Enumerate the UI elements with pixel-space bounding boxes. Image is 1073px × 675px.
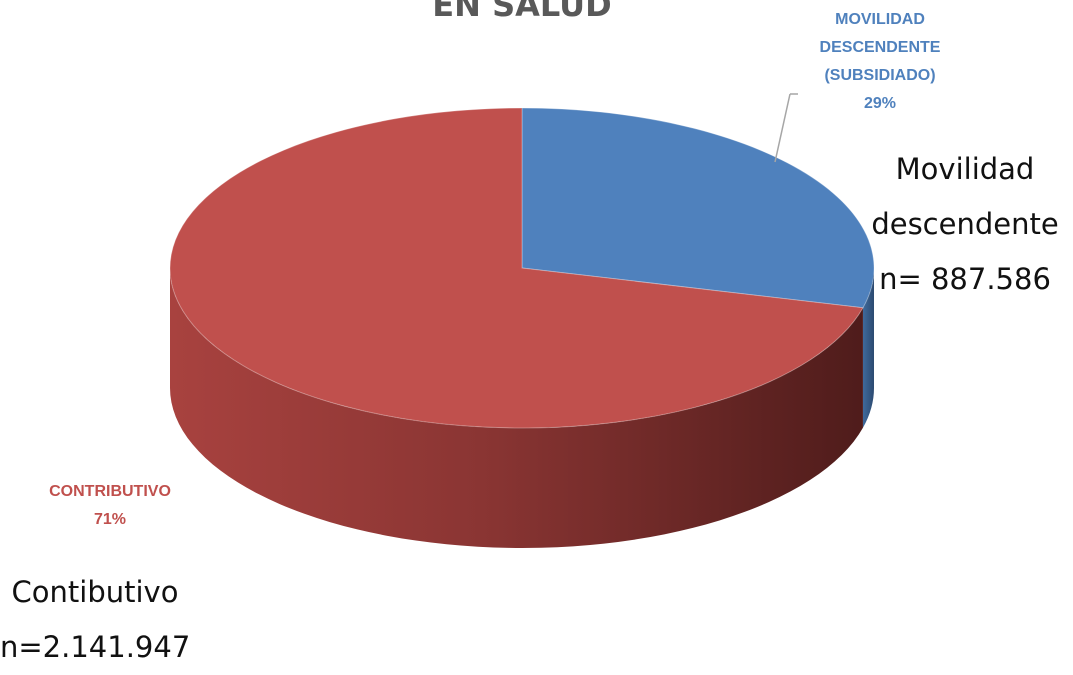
slice-label: CONTRIBUTIVO 71% xyxy=(20,478,200,534)
pie-slice xyxy=(521,107,875,309)
chart: EN SALUD xyxy=(169,0,875,549)
annotation: Movilidad descendente n= 887.586 xyxy=(871,152,1059,296)
slice-label: MOVILIDAD DESCENDENTE (SUBSIDIADO) 29% xyxy=(785,6,975,118)
leader-line xyxy=(774,93,791,163)
chart-title: EN SALUD xyxy=(432,0,611,24)
pie-side xyxy=(862,268,874,428)
annotation: Contibutivo n=2.141.947 xyxy=(0,575,191,664)
pie-side xyxy=(169,268,863,549)
page: {"chart_data": {"type": "pie", "title": … xyxy=(0,0,1059,664)
category-label: MOVILIDAD DESCENDENTE (SUBSIDIADO) xyxy=(819,11,941,84)
value-label: 29% xyxy=(863,95,897,112)
category-label: CONTRIBUTIVO xyxy=(49,483,171,500)
value-label: 71% xyxy=(93,511,127,528)
pie-slice xyxy=(169,107,864,429)
